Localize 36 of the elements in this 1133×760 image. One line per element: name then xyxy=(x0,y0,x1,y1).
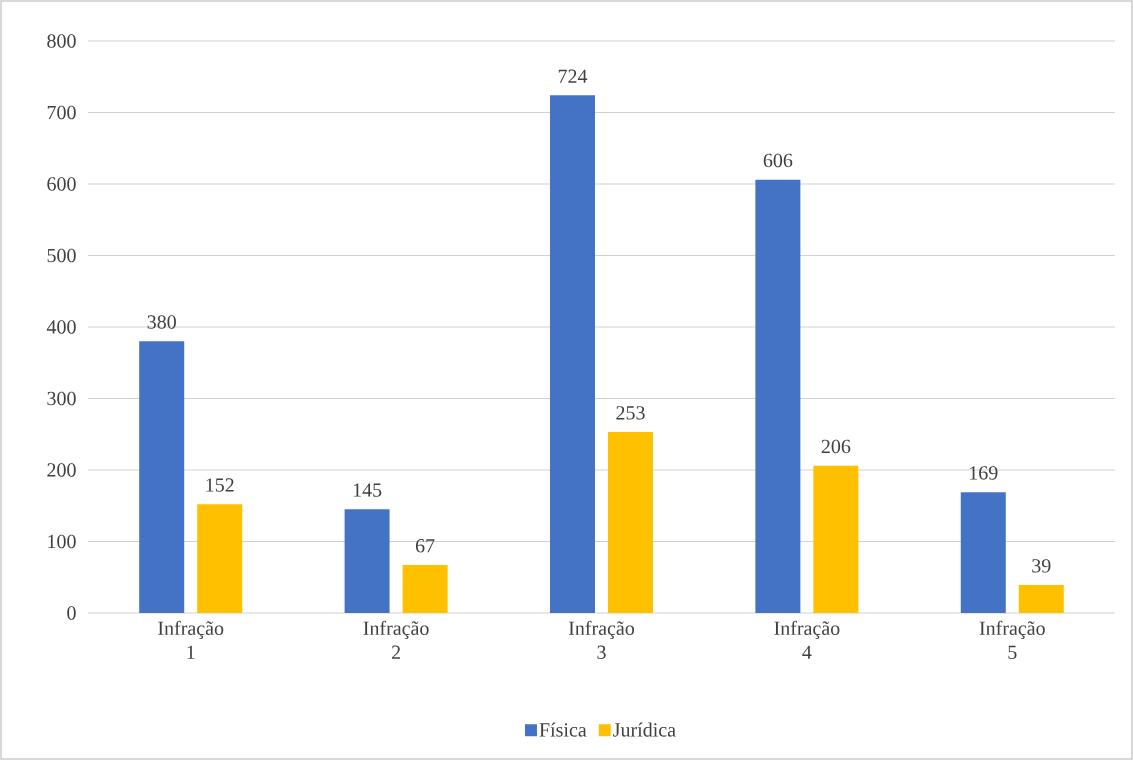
bar xyxy=(1018,585,1064,613)
data-label: 253 xyxy=(616,406,645,420)
data-label: 724 xyxy=(558,69,588,83)
bar xyxy=(197,504,243,613)
legend-label: Jurídica xyxy=(613,722,676,737)
y-tick-label: 800 xyxy=(47,34,76,48)
x-tick-label: Infração 4 xyxy=(774,620,840,659)
y-tick-label: 500 xyxy=(47,248,76,263)
bar xyxy=(960,492,1006,613)
x-tick-label: Infração 3 xyxy=(568,620,635,660)
y-tick-label: 0 xyxy=(67,606,76,620)
x-tick-label: Infração 5 xyxy=(979,620,1045,660)
y-tick-label: 600 xyxy=(47,177,76,191)
y-tick-label: 100 xyxy=(48,534,76,549)
bar xyxy=(755,179,801,613)
y-tick-label: 200 xyxy=(47,463,76,477)
data-label: 39 xyxy=(1032,559,1051,573)
data-label: 606 xyxy=(763,153,793,168)
data-label: 152 xyxy=(206,478,234,492)
x-tick-label: Infração 2 xyxy=(363,620,429,659)
y-tick-label: 400 xyxy=(46,320,76,334)
data-label: 380 xyxy=(147,315,176,329)
data-label: 67 xyxy=(415,539,435,553)
y-tick-label: 700 xyxy=(47,105,76,120)
bar xyxy=(344,509,390,613)
x-tick-label: Infração 1 xyxy=(158,620,224,659)
y-tick-label: 300 xyxy=(47,391,76,406)
bar xyxy=(402,565,448,613)
legend-label: Física xyxy=(539,722,587,737)
bar xyxy=(549,95,595,613)
data-label: 169 xyxy=(970,466,998,480)
bar xyxy=(139,341,185,613)
bar xyxy=(607,432,653,613)
bar xyxy=(813,465,859,613)
data-label: 206 xyxy=(821,439,851,454)
data-label: 145 xyxy=(353,483,382,497)
